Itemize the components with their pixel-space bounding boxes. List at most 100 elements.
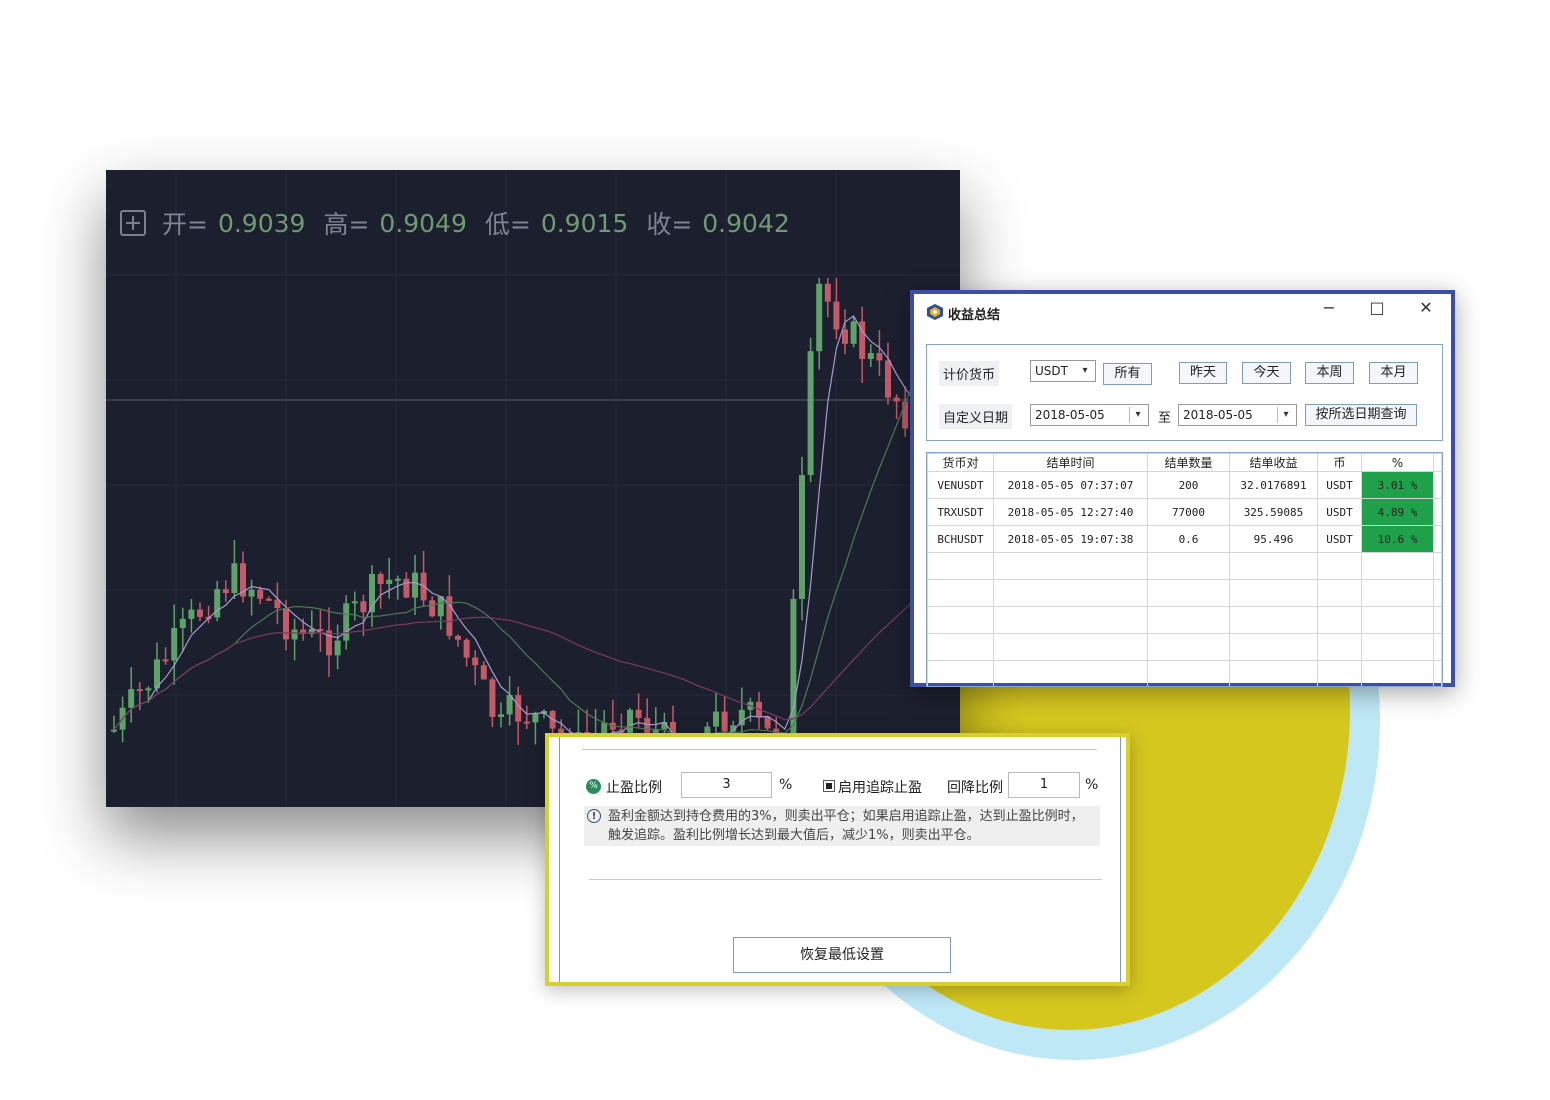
- table-row[interactable]: TRXUSDT 2018-05-05 12:27:40 77000 325.59085…: [927, 498, 1442, 526]
- moving-average-line: [113, 584, 932, 730]
- take-profit-label: 止盈比例: [606, 780, 662, 796]
- candlestick-chart[interactable]: [106, 170, 960, 807]
- quote-currency-value: USDT: [1035, 364, 1068, 378]
- pullback-input[interactable]: 1: [1008, 772, 1080, 798]
- app-logo-icon: [927, 304, 943, 320]
- take-profit-percent-sign: %: [779, 777, 793, 793]
- cell-percent: [1361, 660, 1434, 686]
- moving-average-line: [113, 367, 932, 737]
- low-label: 低=: [484, 210, 531, 239]
- restore-minimum-settings-button[interactable]: 恢复最低设置: [733, 937, 951, 973]
- candlestick-chart-panel[interactable]: 开= 0.9039 高= 0.9049 低= 0.9015 收= 0.9042: [106, 170, 960, 807]
- cell-profit: 325.59085: [1229, 498, 1318, 526]
- candle-body: [842, 329, 848, 344]
- column-header-quantity[interactable]: 结单数量: [1147, 453, 1230, 472]
- column-header-percent[interactable]: %: [1361, 453, 1434, 472]
- custom-date-label: 自定义日期: [939, 404, 1013, 429]
- cell-percent: [1361, 606, 1434, 634]
- cell-spacer: [1433, 606, 1442, 634]
- column-header-spacer: [1433, 453, 1442, 472]
- table-row[interactable]: [927, 579, 1442, 607]
- cell-coin: [1317, 660, 1362, 686]
- date-from-picker[interactable]: 2018-05-05 ▾: [1030, 404, 1149, 426]
- candle-body: [317, 628, 324, 631]
- candle-body: [257, 589, 264, 599]
- candle-body: [902, 401, 909, 429]
- cell-time: [993, 552, 1148, 580]
- candle-body: [429, 600, 436, 617]
- table-row[interactable]: [927, 633, 1442, 661]
- today-button[interactable]: 今天: [1242, 362, 1291, 384]
- candle-body: [274, 599, 281, 608]
- column-header-coin[interactable]: 币: [1317, 453, 1362, 472]
- cell-pair: VENUSDT: [927, 471, 994, 499]
- cell-coin: USDT: [1317, 525, 1362, 553]
- cell-time: [993, 579, 1148, 607]
- cell-percent: 3.01 %: [1361, 471, 1434, 499]
- candle-body: [799, 475, 805, 599]
- query-by-date-button[interactable]: 按所选日期查询: [1305, 404, 1417, 426]
- candle-body: [480, 665, 487, 680]
- window-titlebar[interactable]: 收益总结 − □ ✕: [914, 294, 1451, 330]
- candle-body: [489, 679, 496, 717]
- yesterday-button[interactable]: 昨天: [1179, 362, 1227, 384]
- pullback-percent-sign: %: [1085, 777, 1099, 793]
- candle-body: [351, 601, 358, 604]
- table-row[interactable]: BCHUSDT 2018-05-05 19:07:38 0.6 95.496 USDT 1…: [927, 525, 1442, 553]
- candle-body: [265, 598, 272, 601]
- close-button[interactable]: ✕: [1419, 298, 1433, 317]
- candle-body: [523, 721, 530, 724]
- table-row[interactable]: [927, 660, 1442, 686]
- column-header-time[interactable]: 结单时间: [993, 453, 1148, 472]
- candle-body: [171, 628, 178, 661]
- profit-summary-window: 收益总结 − □ ✕ 计价货币 USDT ▾ 所有 昨天 今天 本周 本月 自定…: [910, 290, 1455, 687]
- candle-body: [824, 283, 831, 302]
- candle-body: [652, 729, 659, 733]
- column-header-pair[interactable]: 货币对: [927, 453, 994, 472]
- cell-profit: 95.496: [1229, 525, 1318, 553]
- candle-body: [360, 601, 367, 613]
- candle-body: [308, 628, 315, 635]
- candle-body: [661, 721, 668, 730]
- candle-body: [885, 360, 891, 398]
- minimize-button[interactable]: −: [1322, 298, 1336, 317]
- date-to-picker[interactable]: 2018-05-05 ▾: [1178, 404, 1297, 426]
- divider-bottom: [589, 879, 1102, 880]
- cell-coin: [1317, 633, 1362, 661]
- candle-body: [738, 709, 745, 726]
- candle-body: [394, 578, 401, 581]
- high-label: 高=: [323, 210, 370, 239]
- open-label: 开=: [162, 210, 208, 239]
- candle-body: [240, 563, 246, 597]
- candle-body: [721, 711, 728, 732]
- cell-percent: [1361, 552, 1434, 580]
- take-profit-input[interactable]: 3: [681, 772, 772, 798]
- pullback-label: 回降比例: [947, 780, 1003, 796]
- candle-body: [867, 353, 874, 359]
- this-week-button[interactable]: 本周: [1305, 362, 1354, 384]
- candle-body: [807, 351, 814, 476]
- trailing-stop-label[interactable]: 启用追踪止盈: [838, 780, 922, 796]
- all-button[interactable]: 所有: [1103, 363, 1152, 385]
- cell-profit: 32.0176891: [1229, 471, 1318, 499]
- crosshair-toggle-icon[interactable]: [120, 210, 146, 236]
- this-month-button[interactable]: 本月: [1369, 362, 1418, 384]
- trailing-stop-checkbox[interactable]: [823, 780, 835, 792]
- date-to-value: 2018-05-05: [1183, 408, 1253, 422]
- table-row[interactable]: [927, 552, 1442, 580]
- cell-spacer: [1433, 633, 1442, 661]
- maximize-button[interactable]: □: [1369, 298, 1385, 317]
- table-row[interactable]: [927, 606, 1442, 634]
- table-row[interactable]: VENUSDT 2018-05-05 07:37:07 200 32.0176891 U…: [927, 471, 1442, 499]
- candle-body: [730, 725, 737, 732]
- panel-border-right: [1120, 737, 1121, 982]
- candle-body: [833, 301, 840, 330]
- close-value: 0.9042: [702, 208, 790, 238]
- low-value: 0.9015: [540, 208, 629, 238]
- candle-body: [635, 709, 642, 718]
- cell-pair: [927, 579, 994, 607]
- candle-body: [326, 630, 332, 656]
- quote-currency-select[interactable]: USDT ▾: [1030, 360, 1096, 382]
- cell-profit: [1229, 579, 1318, 607]
- column-header-profit[interactable]: 结单收益: [1229, 453, 1318, 472]
